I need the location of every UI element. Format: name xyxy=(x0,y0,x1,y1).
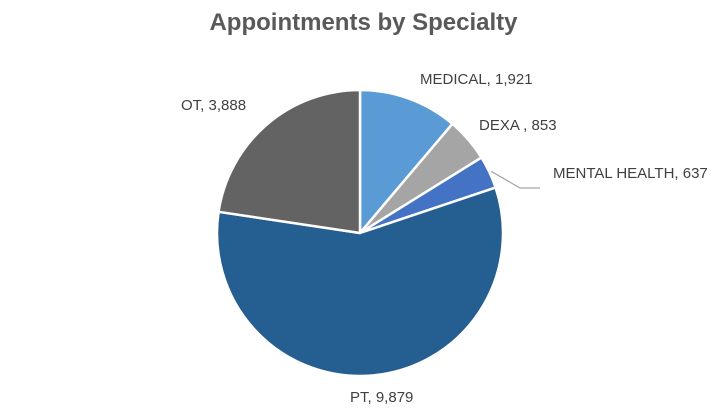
pie-slice-medical xyxy=(358,88,454,235)
slice-label-ot: OT, 3,888 xyxy=(181,97,246,114)
chart-title: Appointments by Specialty xyxy=(209,9,518,36)
pie-slices xyxy=(215,88,505,378)
slice-label-dexa: DEXA , 853 xyxy=(479,117,557,134)
leader-lines xyxy=(490,170,540,189)
slice-label-mental-health: MENTAL HEALTH, 637 xyxy=(553,165,708,182)
slice-label-medical: MEDICAL, 1,921 xyxy=(420,71,533,88)
pie-slice-pt xyxy=(215,186,505,378)
pie-slice-ot xyxy=(217,88,362,235)
leader-line-mental-health xyxy=(490,170,540,189)
slice-label-pt: PT, 9,879 xyxy=(350,389,413,406)
slice-labels: MEDICAL, 1,921 DEXA , 853 MENTAL HEALTH, 6… xyxy=(181,71,708,406)
